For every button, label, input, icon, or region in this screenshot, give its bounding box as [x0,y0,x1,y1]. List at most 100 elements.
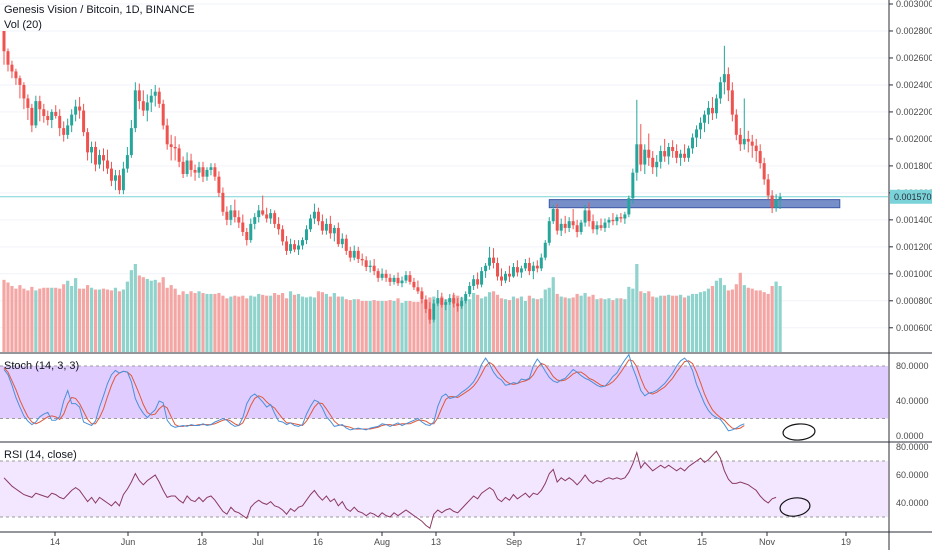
candle-body [424,299,428,309]
volume-bar [476,294,480,352]
candle-body [320,221,324,231]
candle-body [535,265,539,269]
candle-body [297,245,301,250]
volume-bar [46,287,50,352]
candle-body [699,122,702,130]
volume-bar [304,297,309,352]
candle-body [58,115,62,129]
candle-body [571,221,575,226]
volume-bar [340,296,344,352]
volume-bar [706,288,711,352]
time-tick-label: Sep [506,537,522,547]
candle-body [372,265,376,272]
volume-bar [201,293,205,352]
volume-bar [257,293,261,352]
candle-body [209,167,213,170]
candle-body [14,71,18,79]
candle-body [141,101,145,111]
volume-bar [392,300,396,352]
volume-bar [690,293,695,352]
candle-body [205,169,209,177]
candle-body [619,217,623,219]
candle-body [679,153,683,158]
candle-body [400,280,404,284]
volume-bar [750,288,754,352]
volume-bar [181,291,185,352]
support-zone-layer[interactable] [0,196,888,209]
candle-body [181,161,185,174]
candle-body [774,199,778,208]
candle-body [683,153,687,158]
candle-body [86,132,90,153]
volume-bar [487,292,492,352]
volume-bar [483,296,488,352]
stochastic-pane [0,353,888,432]
candle-body [165,125,169,145]
volume-bar [627,286,631,352]
volume-bar [758,290,762,352]
candle-body [750,141,754,146]
candle-body [635,144,639,173]
volume-bar [543,289,547,352]
stoch-label[interactable]: Stoch (14, 3, 3) [4,360,80,372]
volume-bars [2,264,782,352]
candle-body [420,291,424,300]
candle-body [687,148,691,158]
candle-body [237,217,241,223]
time-axis[interactable]: 14 Jun 18 Jul 16 Aug 13 Sep 17 Oct 15 Nov 19 [50,532,851,547]
volume-bar [643,293,647,352]
candle-body [555,209,559,231]
candle-body [245,231,249,241]
candle-body [726,74,730,91]
volume-bar [54,287,58,352]
candle-body [492,257,496,264]
candle-body [448,298,452,303]
candle-body [583,210,587,223]
candle-body [587,210,591,222]
volume-label[interactable]: Vol (20) [4,19,42,31]
rsi-label[interactable]: RSI (14, close) [4,449,77,461]
volume-bar [284,298,289,352]
volume-bar [296,293,301,352]
candle-body [579,222,583,232]
candle-body [189,160,193,170]
volume-bar [671,295,675,352]
candle-body [742,138,746,145]
volume-bar [428,297,432,352]
candle-body [691,137,695,149]
volume-bar [408,300,412,352]
candle-body [277,223,281,230]
volume-bar [714,280,719,352]
candle-body [436,298,440,304]
volume-bar [153,279,157,352]
rsi-pane [0,450,888,530]
candle-body [591,221,595,230]
volume-bar [710,286,715,352]
volume-bar [105,289,110,352]
symbol-title[interactable]: Genesis Vision / Bitcoin, 1D, BINANCE [4,4,195,16]
candle-body [503,273,507,281]
volume-bar [547,287,551,352]
candle-body [301,240,304,246]
volume-bar [559,296,563,352]
volume-bar [507,300,512,352]
candle-body [368,265,372,268]
rsi-legend: RSI (14, close) [4,449,77,461]
volume-bar [746,287,750,352]
volume-bar [575,293,579,352]
candle-body [575,225,579,232]
volume-bar [149,280,153,352]
last-price-label: 0.0015709 [894,192,932,202]
time-tick-label: 17 [576,537,586,547]
candle-body [348,250,352,258]
volume-bar [663,295,667,352]
volume-bar [400,302,404,352]
volume-bar [277,294,281,352]
volume-bar [241,295,245,352]
